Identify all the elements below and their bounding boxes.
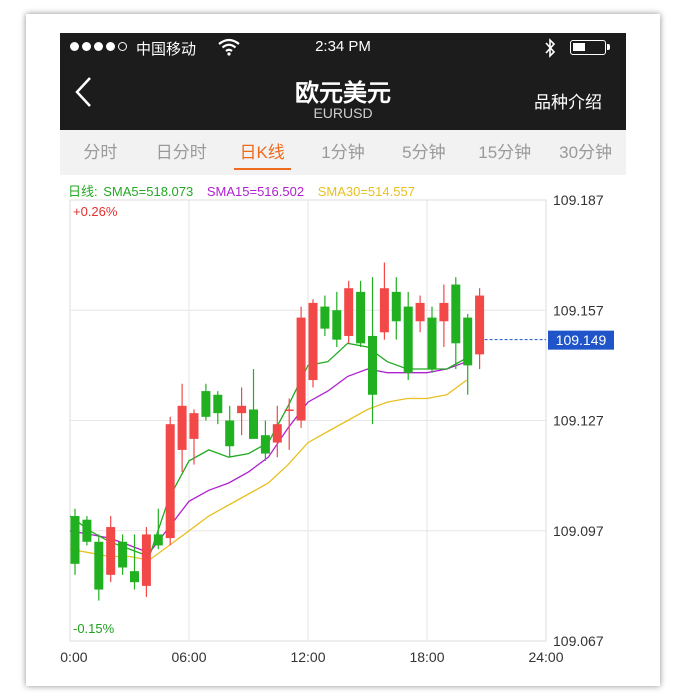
timeframe-tabs: 分时 日分时 日K线 1分钟 5分钟 15分钟 30分钟 — [60, 130, 626, 175]
tab-15min[interactable]: 15分钟 — [478, 143, 532, 162]
tab-timeshare[interactable]: 分时 — [83, 143, 118, 162]
candle-body — [344, 288, 354, 336]
candle-body — [213, 394, 223, 414]
signal-strength-icon — [70, 42, 127, 51]
candle-body — [272, 424, 282, 443]
candle-body — [70, 516, 80, 564]
x-tick-label: 18:00 — [409, 649, 444, 665]
candle-body — [201, 391, 211, 417]
tab-1min[interactable]: 1分钟 — [321, 143, 365, 162]
daily-label: 日线: — [68, 184, 98, 199]
candle-body — [320, 306, 330, 329]
candle-body — [296, 317, 306, 421]
tab-daily-kline[interactable]: 日K线 — [222, 130, 303, 175]
candle-body — [177, 405, 187, 450]
sma5-value: SMA5=518.073 — [103, 184, 194, 199]
candle-body — [260, 435, 270, 454]
bluetooth-icon — [544, 38, 556, 62]
sma15-value: SMA15=516.502 — [206, 184, 305, 199]
back-arrow-icon[interactable] — [74, 75, 94, 114]
candle-body — [451, 284, 461, 344]
candle-body — [225, 420, 235, 447]
candle-body — [189, 413, 199, 439]
kline-chart[interactable]: 109.187 109.157 109.127 109.097 109.067 00:00… — [60, 33, 626, 683]
candle-body — [94, 541, 104, 590]
phone-screen: 中国移动 2:34 PM 欧元美元 EURUSD 品种介绍 分时 日分时 日K线 — [60, 33, 626, 683]
candle-body — [403, 306, 413, 373]
candle-body — [379, 288, 389, 333]
wifi-icon — [218, 38, 240, 60]
candle-body — [82, 519, 92, 542]
change-low-label: -0.15% — [73, 621, 115, 636]
candle-body — [118, 541, 128, 568]
instrument-intro-button[interactable]: 品种介绍 — [534, 93, 602, 112]
x-tick-label: 06:00 — [171, 649, 206, 665]
carrier-name: 中国移动 — [136, 41, 197, 58]
tab-30min[interactable]: 30分钟 — [559, 143, 613, 162]
y-tick-label: 109.067 — [553, 633, 604, 649]
candle-body — [463, 317, 473, 366]
status-time: 2:34 PM — [315, 38, 371, 55]
x-tick-label: 00:00 — [60, 649, 88, 665]
tab-daily-timeshare[interactable]: 日分时 — [155, 143, 207, 162]
current-price-tag — [548, 330, 614, 350]
candle-body — [130, 571, 139, 583]
candle-body — [308, 302, 318, 381]
sma30-value: SMA30=514.557 — [317, 184, 415, 199]
candle-body — [356, 291, 366, 344]
candle-body — [141, 534, 151, 586]
y-tick-label: 109.127 — [553, 413, 604, 429]
current-price-value: 109.149 — [556, 332, 607, 348]
battery-icon — [570, 40, 610, 55]
candle-body — [368, 335, 377, 395]
candle-body — [415, 302, 425, 322]
change-high-label: +0.26% — [73, 204, 118, 219]
candle-body — [284, 409, 294, 411]
y-tick-label: 109.187 — [553, 192, 604, 208]
candle-body — [427, 317, 437, 370]
candle-body — [237, 405, 247, 414]
y-tick-label: 109.157 — [553, 302, 604, 318]
x-tick-label: 24:00 — [528, 649, 563, 665]
candle-body — [106, 527, 116, 575]
indicator-legend: 日线: SMA5=518.073 SMA15=516.502 SMA30=514… — [68, 181, 425, 200]
page-title: 欧元美元 — [295, 80, 391, 107]
candle-body — [165, 424, 175, 539]
sma30-line — [69, 379, 468, 561]
candle-body — [249, 409, 258, 439]
x-tick-label: 12:00 — [290, 649, 325, 665]
symbol-code: EURUSD — [313, 105, 373, 121]
sma15-line — [69, 361, 467, 554]
candle-body — [391, 291, 401, 322]
candle-body — [332, 310, 342, 340]
tab-5min[interactable]: 5分钟 — [402, 143, 446, 162]
candle-body — [475, 295, 485, 355]
candle-body — [439, 302, 449, 322]
nav-bar: 欧元美元 EURUSD 品种介绍 — [60, 63, 626, 130]
status-bar: 中国移动 2:34 PM — [60, 33, 626, 63]
candle-body — [153, 534, 163, 546]
y-tick-label: 109.097 — [553, 523, 604, 539]
